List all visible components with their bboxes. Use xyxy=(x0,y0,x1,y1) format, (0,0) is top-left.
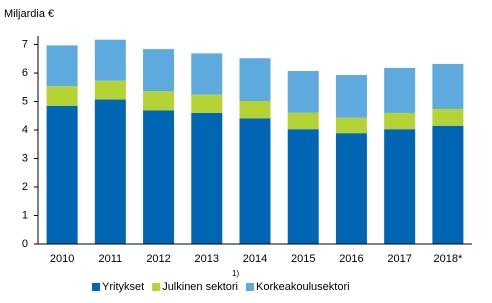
bar-segment xyxy=(191,112,223,244)
y-tick-label: 1 xyxy=(22,209,28,221)
bar-segment xyxy=(287,112,319,130)
bar-segment xyxy=(384,129,416,244)
x-tick-label: 2012 xyxy=(146,253,170,265)
bar-segment xyxy=(46,105,78,244)
y-tick-label: 5 xyxy=(22,95,28,107)
y-tick-label: 0 xyxy=(22,238,28,250)
bar-segment xyxy=(287,71,319,113)
bar-segment xyxy=(94,99,126,244)
bar-segment xyxy=(287,129,319,244)
x-tick-label: 2011 xyxy=(99,253,123,265)
bar-segment xyxy=(191,53,223,95)
x-tick-label: 2018* xyxy=(434,253,463,265)
y-tick-label: 7 xyxy=(22,38,28,50)
bar-segment xyxy=(46,86,78,106)
x-tick-label: 2010 xyxy=(50,253,74,265)
y-tick-label: 4 xyxy=(22,124,28,136)
x-tick-label: 2015 xyxy=(291,253,315,265)
legend-swatch xyxy=(246,283,255,291)
y-tick-label: 2 xyxy=(22,181,28,193)
legend-label: Julkinen sektori xyxy=(162,281,238,293)
bar-segment xyxy=(239,118,271,244)
x-tick-label: 2016 xyxy=(339,253,363,265)
x-tick-label: 2013 xyxy=(195,253,219,265)
legend-note: 1) xyxy=(232,269,239,278)
y-tick-label: 6 xyxy=(22,67,28,79)
legend-swatch xyxy=(92,283,100,291)
bar-segment xyxy=(143,91,175,111)
bar-segment xyxy=(191,94,223,113)
bar-segment xyxy=(94,80,126,100)
bar-segment xyxy=(335,133,367,244)
bar-segment xyxy=(432,125,464,244)
bar-segment xyxy=(432,63,464,109)
x-tick-label: 2014 xyxy=(243,253,267,265)
legend-label: Korkeakoulusektori xyxy=(256,281,350,293)
legend-swatch xyxy=(152,283,161,291)
bar-segment xyxy=(94,39,126,81)
bar-segment xyxy=(335,117,367,134)
bar-segment xyxy=(143,49,175,92)
bar-segment xyxy=(46,45,78,87)
bar-segment xyxy=(335,75,367,118)
y-tick-label: 3 xyxy=(22,152,28,164)
bar-segment xyxy=(239,100,271,119)
bar-segment xyxy=(143,110,175,244)
bar-segment xyxy=(432,108,464,126)
y-axis-label: Miljardia € xyxy=(4,8,54,20)
legend-label: Yritykset xyxy=(102,281,144,293)
x-tick-label: 2017 xyxy=(387,253,411,265)
bar-segment xyxy=(239,58,271,101)
bar-segment xyxy=(384,112,416,130)
bar-segment xyxy=(384,67,416,113)
